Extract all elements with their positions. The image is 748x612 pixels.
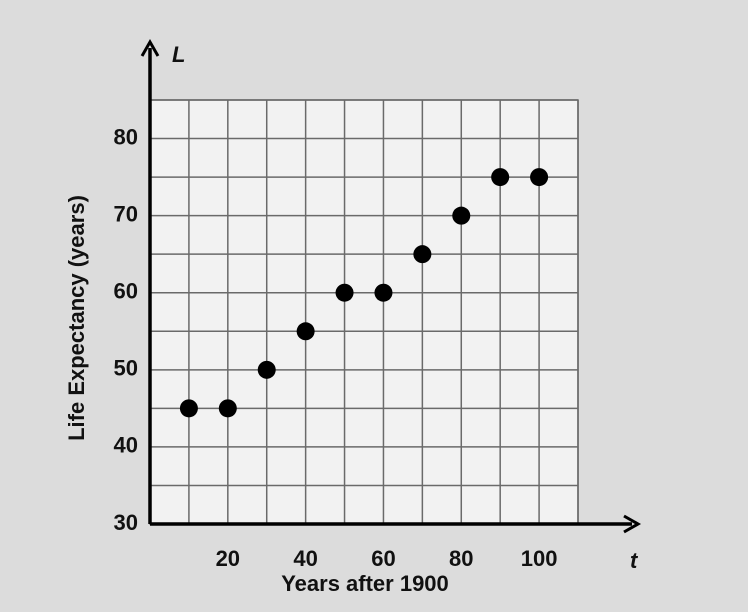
x-tick-label: 100 <box>521 546 558 571</box>
x-axis-label: Years after 1900 <box>281 571 449 596</box>
y-tick-label: 40 <box>114 433 138 458</box>
point <box>374 283 393 302</box>
x-axis-arrow <box>623 514 642 534</box>
y-axis-arrow <box>140 38 160 57</box>
point <box>530 168 549 187</box>
point <box>296 322 315 341</box>
point <box>452 206 471 225</box>
y-tick-label: 50 <box>114 356 138 381</box>
plot-area <box>149 99 579 525</box>
x-tick-label: 40 <box>293 546 317 571</box>
x-tick-label: 60 <box>371 546 395 571</box>
y-tick-label: 80 <box>114 124 138 149</box>
point <box>179 399 198 418</box>
point <box>413 245 432 264</box>
point <box>218 399 237 418</box>
y-axis-symbol: L <box>172 42 185 67</box>
point <box>335 283 354 302</box>
x-axis-symbol: t <box>630 548 639 573</box>
point <box>491 168 510 187</box>
y-tick-label: 30 <box>114 510 138 535</box>
x-tick-label: 20 <box>216 546 240 571</box>
x-tick-label: 80 <box>449 546 473 571</box>
y-axis-label: Life Expectancy (years) <box>64 195 89 441</box>
y-tick-label: 60 <box>114 279 138 304</box>
point <box>257 360 276 379</box>
y-tick-label: 70 <box>114 201 138 226</box>
